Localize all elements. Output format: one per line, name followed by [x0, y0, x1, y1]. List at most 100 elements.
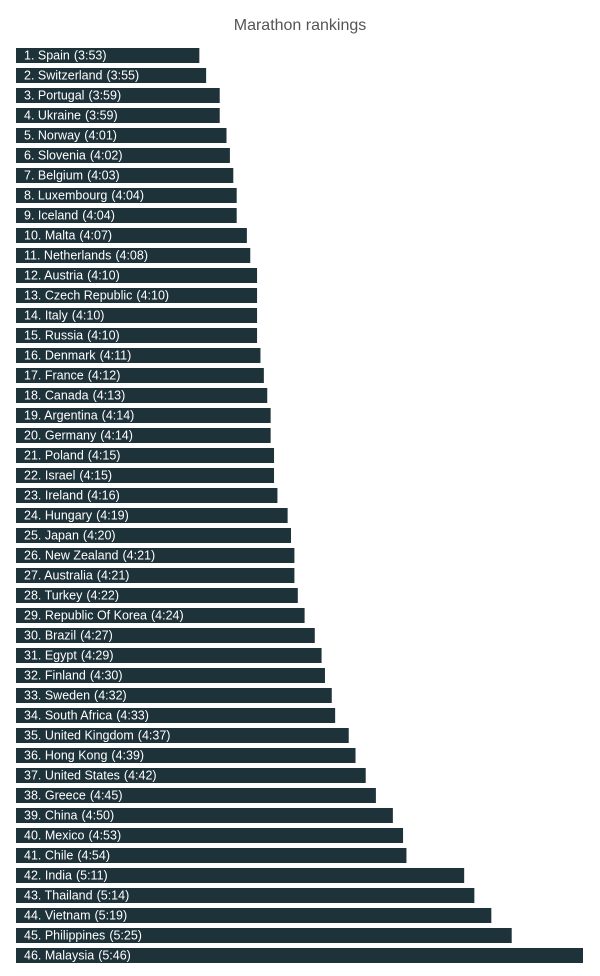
bar: [16, 308, 258, 323]
bar: [16, 128, 227, 143]
value-label: (4:19): [96, 509, 129, 523]
bar-label: 6. Slovenia (4:02): [24, 149, 123, 163]
value-label: (4:01): [84, 129, 117, 143]
category-label: 22. Israel: [24, 469, 75, 483]
bar: [16, 328, 258, 343]
value-label: (4:14): [102, 409, 135, 423]
bar-label: 2. Switzerland (3:55): [24, 69, 139, 83]
category-label: 42. India: [24, 869, 72, 883]
category-label: 20. Germany: [24, 429, 97, 443]
value-label: (4:02): [90, 149, 123, 163]
category-label: 45. Philippines: [24, 929, 105, 943]
bar-label: 26. New Zealand (4:21): [24, 549, 155, 563]
bar-label: 46. Malaysia (5:46): [24, 949, 131, 963]
value-label: (4:42): [124, 769, 157, 783]
category-label: 2. Switzerland: [24, 69, 103, 83]
bar-label: 14. Italy (4:10): [24, 309, 104, 323]
category-label: 7. Belgium: [24, 169, 83, 183]
bar-label: 17. France (4:12): [24, 369, 120, 383]
bar-label: 1. Spain (3:53): [24, 49, 107, 63]
value-label: (5:11): [76, 869, 108, 883]
bar-label: 30. Brazil (4:27): [24, 629, 113, 643]
value-label: (5:25): [109, 929, 142, 943]
bar-label: 37. United States (4:42): [24, 769, 157, 783]
value-label: (4:37): [138, 729, 171, 743]
value-label: (4:08): [115, 249, 148, 263]
value-label: (5:46): [98, 949, 131, 963]
bar: [16, 348, 261, 363]
bar: [16, 288, 258, 303]
category-label: 33. Sweden: [24, 689, 90, 703]
value-label: (4:24): [151, 609, 184, 623]
category-label: 34. South Africa: [24, 709, 112, 723]
category-label: 29. Republic Of Korea: [24, 609, 147, 623]
category-label: 30. Brazil: [24, 629, 76, 643]
bar: [16, 48, 200, 63]
bar-label: 11. Netherlands (4:08): [24, 249, 148, 263]
bar-label: 35. United Kingdom (4:37): [24, 729, 170, 743]
value-label: (4:33): [116, 709, 149, 723]
bar-label: 42. India (5:11): [24, 869, 108, 883]
value-label: (4:16): [87, 489, 120, 503]
bar: [16, 368, 264, 383]
category-label: 41. Chile: [24, 849, 73, 863]
bar-label: 12. Austria (4:10): [24, 269, 120, 283]
bar-label: 38. Greece (4:45): [24, 789, 123, 803]
category-label: 17. France: [24, 369, 84, 383]
category-label: 9. Iceland: [24, 209, 78, 223]
value-label: (4:21): [123, 549, 156, 563]
bar-label: 36. Hong Kong (4:39): [24, 749, 144, 763]
category-label: 19. Argentina: [24, 409, 98, 423]
bar-label: 8. Luxembourg (4:04): [24, 189, 144, 203]
value-label: (4:07): [79, 229, 112, 243]
bar-label: 40. Mexico (4:53): [24, 829, 121, 843]
bar-label: 39. China (4:50): [24, 809, 114, 823]
bar-label: 7. Belgium (4:03): [24, 169, 120, 183]
value-label: (4:27): [80, 629, 113, 643]
value-label: (5:19): [94, 909, 127, 923]
bar-label: 29. Republic Of Korea (4:24): [24, 609, 184, 623]
bar: [16, 488, 278, 503]
bar: [16, 468, 275, 483]
bar-label: 15. Russia (4:10): [24, 329, 120, 343]
bar: [16, 548, 295, 563]
category-label: 16. Denmark: [24, 349, 96, 363]
value-label: (4:13): [93, 389, 126, 403]
category-label: 10. Malta: [24, 229, 75, 243]
bar: [16, 388, 268, 403]
category-label: 39. China: [24, 809, 78, 823]
category-label: 40. Mexico: [24, 829, 84, 843]
bar: [16, 528, 292, 543]
value-label: (4:14): [100, 429, 133, 443]
bar: [16, 68, 207, 83]
bar: [16, 608, 305, 623]
value-label: (4:39): [111, 749, 144, 763]
category-label: 28. Turkey: [24, 589, 83, 603]
value-label: (4:10): [72, 309, 105, 323]
bar: [16, 748, 356, 763]
value-label: (4:03): [87, 169, 120, 183]
value-label: (4:15): [79, 469, 112, 483]
bar: [16, 728, 349, 743]
bar-label: 27. Australia (4:21): [24, 569, 129, 583]
value-label: (4:10): [87, 269, 120, 283]
bar: [16, 508, 288, 523]
bar-label: 21. Poland (4:15): [24, 449, 120, 463]
value-label: (3:59): [88, 89, 121, 103]
value-label: (4:11): [100, 349, 132, 363]
bar: [16, 948, 583, 963]
value-label: (3:55): [107, 69, 140, 83]
bar-label: 33. Sweden (4:32): [24, 689, 127, 703]
bar-label: 22. Israel (4:15): [24, 469, 112, 483]
bar-label: 44. Vietnam (5:19): [24, 909, 127, 923]
bar: [16, 888, 475, 903]
category-label: 46. Malaysia: [24, 949, 94, 963]
bar: [16, 908, 492, 923]
value-label: (4:04): [111, 189, 144, 203]
bar-label: 9. Iceland (4:04): [24, 209, 115, 223]
category-label: 23. Ireland: [24, 489, 83, 503]
value-label: (4:12): [88, 369, 121, 383]
bar: [16, 808, 393, 823]
value-label: (4:04): [82, 209, 115, 223]
